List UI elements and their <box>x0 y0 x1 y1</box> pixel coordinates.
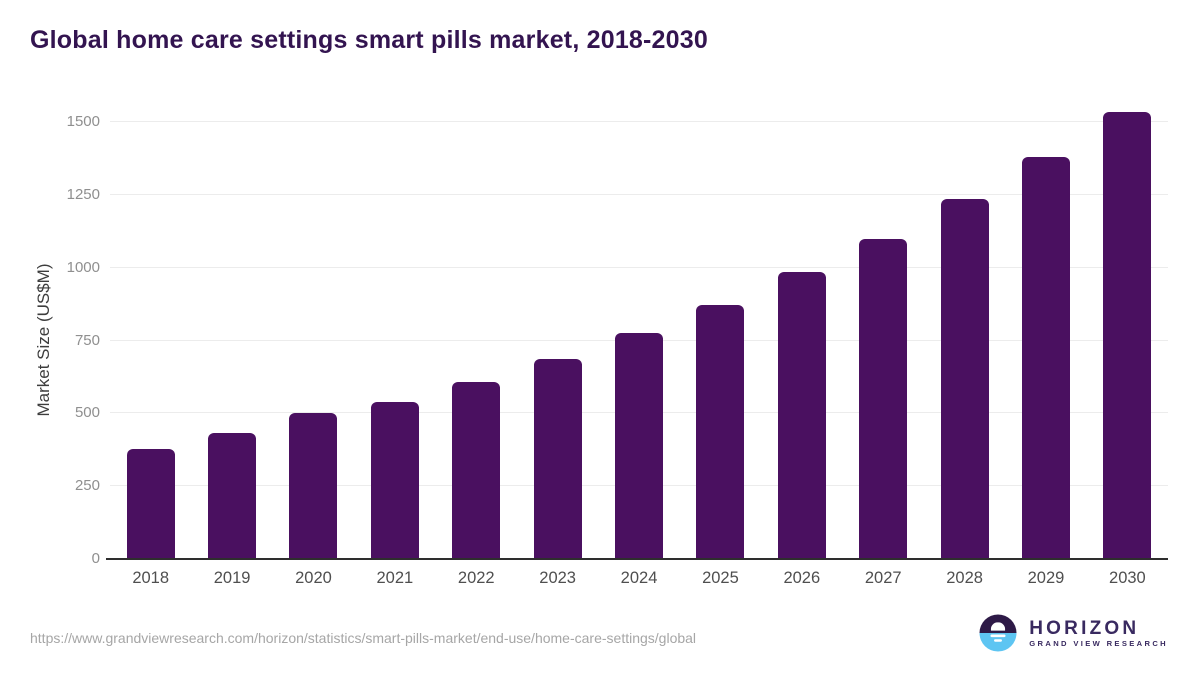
source-url: https://www.grandviewresearch.com/horizo… <box>30 630 697 646</box>
bar-slot-2019 <box>191 122 272 559</box>
bar-2028 <box>940 198 989 559</box>
page-title: Global home care settings smart pills ma… <box>30 26 708 54</box>
logo-text: HORIZON GRAND VIEW RESEARCH <box>1029 618 1168 648</box>
horizon-logo: HORIZON GRAND VIEW RESEARCH <box>978 613 1168 653</box>
y-tick-1250: 1250 <box>66 185 100 203</box>
bar-slot-2021 <box>354 122 435 559</box>
bar-slot-2020 <box>273 122 354 559</box>
logo-subtitle: GRAND VIEW RESEARCH <box>1029 639 1168 648</box>
x-label-2023: 2023 <box>539 569 576 587</box>
x-label-2020: 2020 <box>295 569 332 587</box>
y-tick-500: 500 <box>74 404 100 422</box>
bar-2019 <box>208 432 257 559</box>
bar-2026 <box>777 272 826 559</box>
bar-slot-2027 <box>843 122 924 559</box>
x-label-2025: 2025 <box>702 569 739 587</box>
bar-2029 <box>1021 157 1070 559</box>
y-tick-250: 250 <box>74 477 100 495</box>
bar-2018 <box>126 448 175 559</box>
x-label-2027: 2027 <box>864 569 902 587</box>
y-tick-0: 0 <box>91 550 100 567</box>
bar-slot-2030 <box>1087 111 1168 559</box>
bar-slot-2025 <box>680 122 761 559</box>
bar-2023 <box>533 359 582 559</box>
bar-2020 <box>289 413 338 559</box>
gridline-1000 <box>110 266 1168 268</box>
horizon-logo-icon <box>979 614 1017 652</box>
bar-slot-2026 <box>761 122 842 559</box>
y-tick-750: 750 <box>74 331 100 349</box>
bar-2024 <box>615 332 664 559</box>
bar-slot-2022 <box>436 122 517 559</box>
plot-area <box>110 111 1168 559</box>
y-tick-1500: 1500 <box>66 113 100 130</box>
bar-slot-2029 <box>1005 122 1086 559</box>
x-label-2028: 2028 <box>946 569 983 587</box>
bar-2030 <box>1103 111 1152 559</box>
x-label-2024: 2024 <box>620 569 658 587</box>
logo-name: HORIZON <box>1029 618 1140 639</box>
x-label-2018: 2018 <box>132 569 170 587</box>
gridline-1500 <box>110 121 1168 122</box>
x-label-2026: 2026 <box>783 569 821 587</box>
x-axis-labels: 2018 2019 2020 2021 2022 2023 2024 2025 2026 2027… <box>110 569 1168 588</box>
bar-slot-2028 <box>924 122 1005 559</box>
x-label-2030: 2030 <box>1109 569 1146 587</box>
y-tick-1000: 1000 <box>66 258 100 276</box>
x-label-2021: 2021 <box>376 569 414 587</box>
x-label-2019: 2019 <box>213 569 251 587</box>
bar-2027 <box>859 238 908 559</box>
x-label-2022: 2022 <box>457 569 495 587</box>
x-axis-line <box>106 558 1168 560</box>
bar-slot-2024 <box>598 122 679 559</box>
bar-slot-2018 <box>110 122 191 559</box>
bar-2021 <box>370 402 419 559</box>
y-axis-ticks: 0 250 500 750 1000 1250 1500 <box>20 113 100 567</box>
bar-2022 <box>452 382 501 559</box>
bar-2025 <box>696 304 745 559</box>
gridline-1250 <box>110 193 1168 195</box>
bar-slot-2023 <box>517 122 598 559</box>
bars-row <box>110 111 1168 559</box>
x-label-2029: 2029 <box>1027 569 1065 587</box>
